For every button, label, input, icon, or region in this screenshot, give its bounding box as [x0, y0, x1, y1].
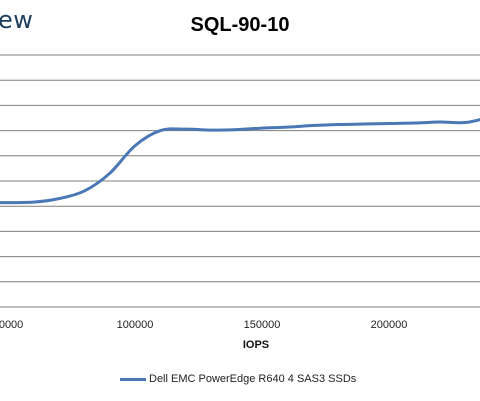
chart-title: SQL-90-10 [190, 14, 290, 36]
x-tick-label: 150000 [244, 319, 281, 331]
x-tick-label: 100000 [117, 319, 154, 331]
logo-fragment: ew [0, 6, 34, 34]
legend-label: Dell EMC PowerEdge R640 4 SAS3 SSDs [149, 373, 357, 385]
legend: Dell EMC PowerEdge R640 4 SAS3 SSDs [120, 373, 356, 385]
series-line [0, 118, 480, 205]
legend-swatch [120, 377, 146, 381]
x-tick-label: 50000 [0, 319, 23, 331]
x-tick-label: 200000 [371, 319, 408, 331]
x-axis-title: IOPS [243, 339, 269, 351]
